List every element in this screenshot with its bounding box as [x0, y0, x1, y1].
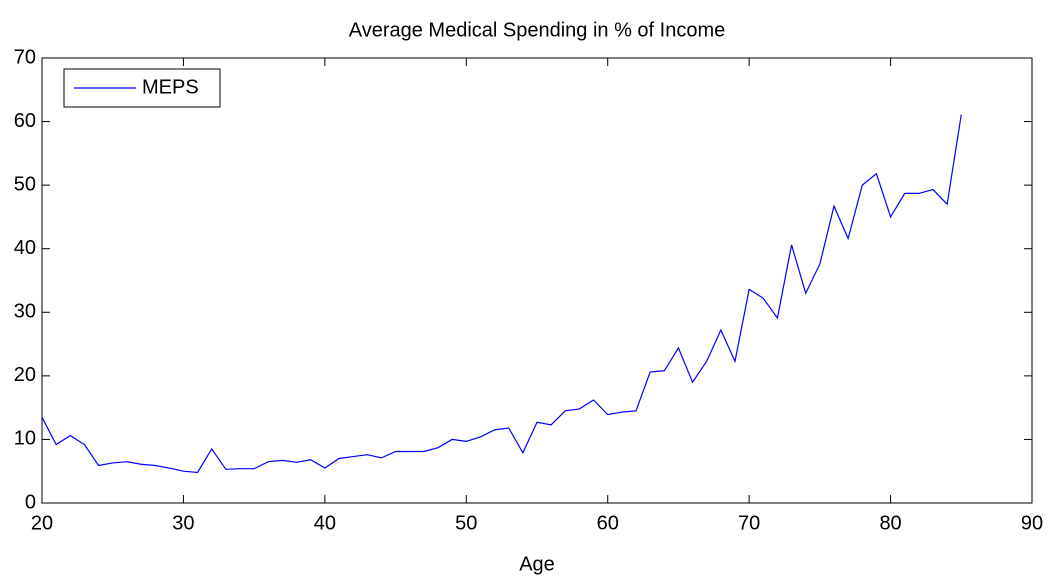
chart-title: Average Medical Spending in % of Income — [349, 19, 726, 41]
legend-label: MEPS — [142, 76, 199, 98]
x-tick-label: 50 — [455, 512, 477, 534]
x-tick-label: 40 — [314, 512, 336, 534]
x-tick-label: 70 — [738, 512, 760, 534]
x-axis-label: Age — [519, 553, 555, 575]
x-tick-label: 30 — [172, 512, 194, 534]
y-tick-label: 20 — [14, 364, 36, 386]
y-tick-label: 60 — [14, 110, 36, 132]
y-tick-label: 70 — [14, 46, 36, 68]
data-line — [41, 114, 962, 474]
y-tick-label: 10 — [14, 428, 36, 450]
x-tick-label: 90 — [1021, 512, 1043, 534]
plot-frame — [41, 57, 1033, 504]
y-tick-label: 50 — [14, 173, 36, 195]
x-tick-label: 80 — [879, 512, 901, 534]
y-tick-label: 30 — [14, 301, 36, 323]
x-tick-label: 60 — [597, 512, 619, 534]
y-tick-label: 0 — [25, 491, 36, 513]
x-tick-label: 20 — [31, 512, 53, 534]
y-tick-label: 40 — [14, 237, 36, 259]
